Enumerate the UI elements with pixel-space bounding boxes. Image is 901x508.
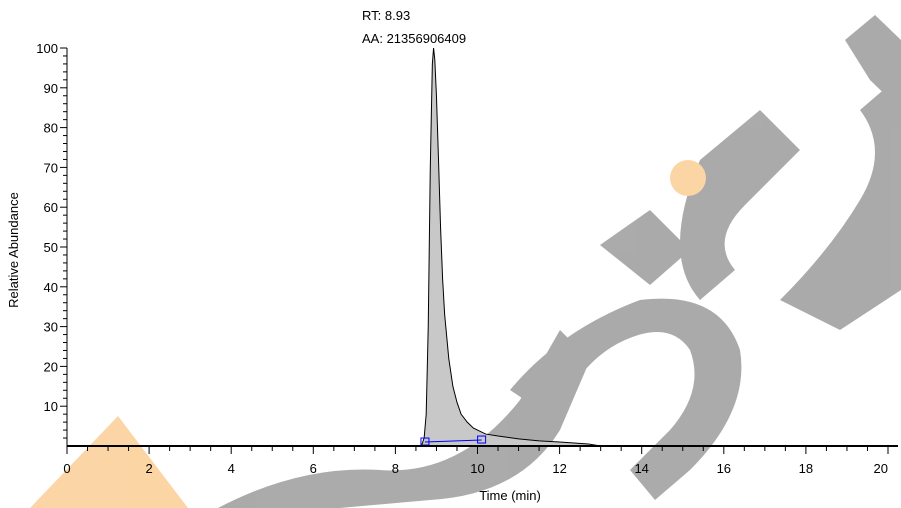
x-tick-label: 6 [310, 461, 317, 476]
x-tick-label: 2 [145, 461, 152, 476]
y-axis-title: Relative Abundance [6, 192, 21, 308]
y-tick-label: 20 [44, 359, 58, 374]
x-tick-label: 14 [634, 461, 648, 476]
y-tick-label: 10 [44, 399, 58, 414]
watermark-gray-stroke-5 [780, 80, 901, 330]
peak-retention-time-label: RT: 8.93 [362, 8, 410, 23]
x-tick-label: 12 [552, 461, 566, 476]
y-tick-label: 30 [44, 320, 58, 335]
y-tick-label: 90 [44, 81, 58, 96]
watermark-gray-stroke-3 [600, 210, 690, 285]
watermark-orange-dot [670, 160, 706, 196]
x-axis-title: Time (min) [479, 488, 541, 503]
watermark-gray-stroke-2 [510, 298, 742, 500]
y-tick-label: 50 [44, 240, 58, 255]
watermark-gray-stroke-6 [845, 15, 901, 110]
watermark-gray-stroke-4 [680, 110, 800, 300]
watermark-gray-stroke-1 [218, 330, 590, 508]
watermark-orange-triangle [30, 416, 188, 508]
integration-baseline [424, 439, 482, 443]
y-tick-label: 70 [44, 160, 58, 175]
y-tick-label: 40 [44, 280, 58, 295]
y-tick-label: 100 [36, 41, 58, 56]
x-tick-label: 20 [874, 461, 888, 476]
x-tick-label: 16 [717, 461, 731, 476]
y-axis-ticks: 10 20 30 40 50 60 70 80 90 100 [36, 41, 67, 439]
x-tick-label: 10 [470, 461, 484, 476]
x-tick-label: 0 [63, 461, 70, 476]
watermark-logo [30, 15, 901, 508]
x-axis-ticks: 0 2 4 6 8 10 12 14 16 18 20 [63, 446, 889, 476]
peak-area-label: AA: 21356906409 [362, 31, 466, 46]
peak-area-fill [420, 48, 589, 446]
y-tick-label: 80 [44, 121, 58, 136]
x-tick-label: 8 [392, 461, 399, 476]
x-tick-label: 4 [228, 461, 235, 476]
x-tick-label: 18 [799, 461, 813, 476]
chromatogram-trace [67, 47, 888, 447]
y-tick-label: 60 [44, 200, 58, 215]
integration-end-marker [477, 435, 487, 444]
